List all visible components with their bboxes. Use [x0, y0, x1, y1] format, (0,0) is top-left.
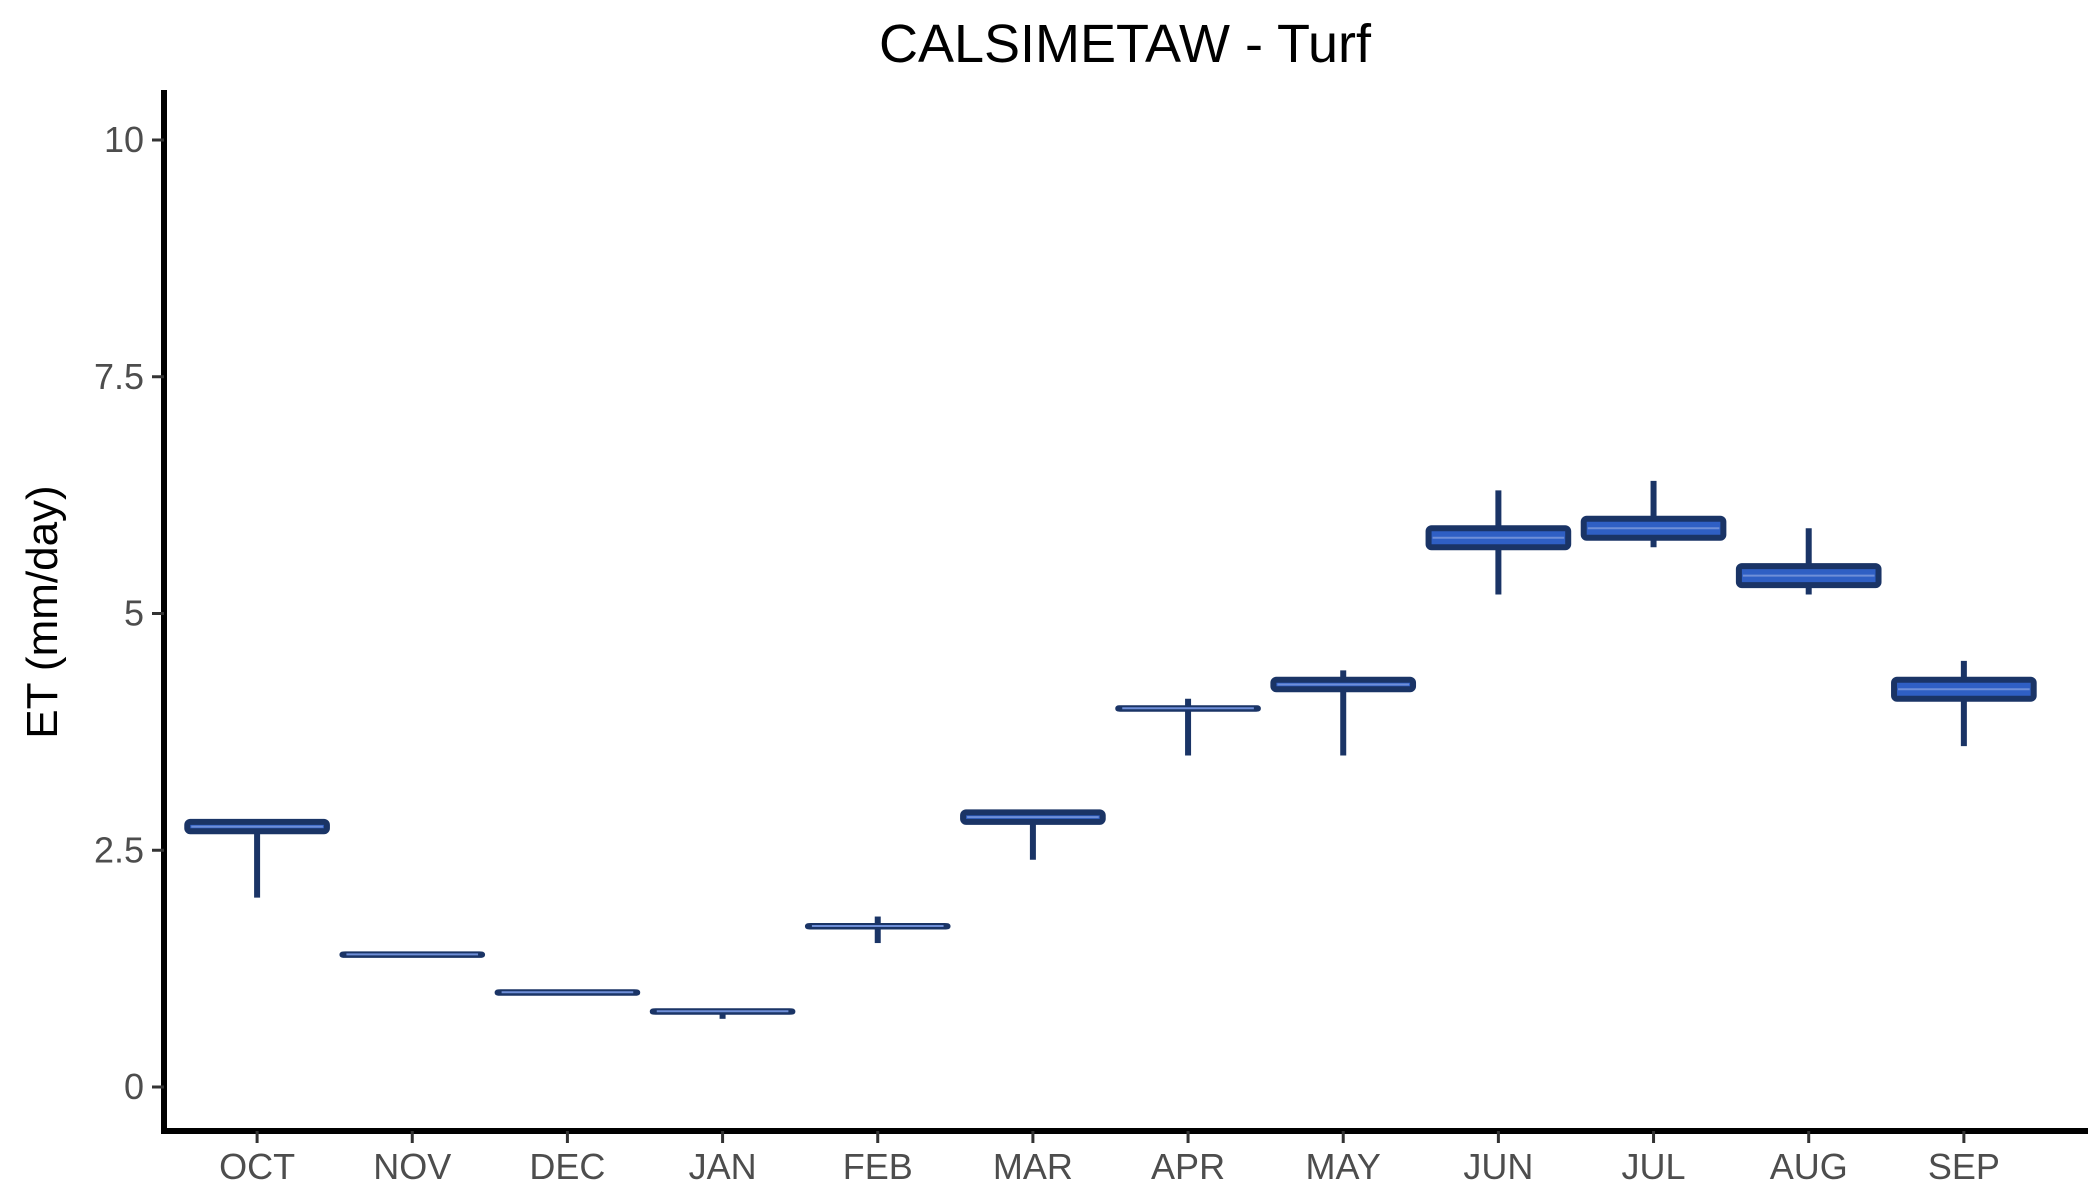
- x-tick-label: MAR: [993, 1146, 1073, 1187]
- x-tick-label: FEB: [843, 1146, 913, 1187]
- box-sep: [1891, 660, 2037, 747]
- box-feb: [804, 916, 951, 944]
- box-mar: [960, 809, 1106, 860]
- x-tick-label: NOV: [373, 1146, 451, 1187]
- x-tick-label: JUL: [1622, 1146, 1686, 1187]
- x-tick-label: JUN: [1463, 1146, 1533, 1187]
- box-nov: [339, 951, 486, 958]
- box-apr: [1115, 698, 1261, 756]
- box-may: [1270, 670, 1417, 756]
- plot-area: [184, 480, 2037, 1019]
- y-tick-label: 5: [124, 593, 144, 634]
- box-oct: [184, 818, 330, 898]
- y-tick-label: 7.5: [94, 356, 144, 397]
- x-tick-label: DEC: [529, 1146, 605, 1187]
- x-tick-label: SEP: [1928, 1146, 2000, 1187]
- y-tick-label: 10: [104, 119, 144, 160]
- x-tick-label: JAN: [689, 1146, 757, 1187]
- box-jul: [1580, 480, 1727, 548]
- box-jun: [1425, 490, 1572, 595]
- y-tick-label: 2.5: [94, 829, 144, 870]
- x-tick-label: APR: [1151, 1146, 1225, 1187]
- y-axis-ticks: 0 2.5 5 7.5 10: [94, 119, 164, 1107]
- y-axis-title: ET (mm/day): [18, 485, 67, 738]
- x-tick-label: AUG: [1770, 1146, 1848, 1187]
- box-dec: [494, 989, 641, 996]
- box-aug: [1735, 528, 1882, 595]
- y-tick-label: 0: [124, 1066, 144, 1107]
- chart-title: CALSIMETAW - Turf: [879, 14, 1372, 74]
- x-tick-label: MAY: [1306, 1146, 1381, 1187]
- x-tick-label: OCT: [219, 1146, 295, 1187]
- x-axis-ticks: OCT NOV DEC JAN FEB MAR APR MAY JUN JUL AUG SEP: [219, 1131, 2000, 1187]
- box-jan: [649, 1008, 796, 1019]
